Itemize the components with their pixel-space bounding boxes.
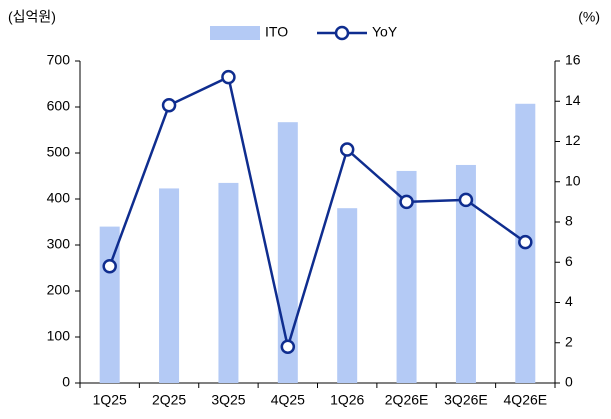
bar (396, 170, 417, 383)
y-tick-label: 500 (47, 144, 71, 160)
y2-tick-label: 16 (565, 52, 581, 68)
y2-tick-label: 10 (565, 172, 581, 188)
x-tick-label: 2Q25 (152, 392, 186, 408)
y2-tick-label: 6 (565, 253, 573, 269)
y2-tick-label: 8 (565, 213, 573, 229)
line (108, 75, 527, 352)
y2-tick-label: 2 (565, 333, 573, 349)
y-tick-label: 100 (47, 328, 71, 344)
x-tick-label: 4Q25 (271, 392, 305, 408)
y2-tick-label: 0 (565, 374, 573, 390)
y-axis-label: (십억원) (8, 9, 56, 25)
line-marker (458, 192, 474, 208)
y-tick-label: 600 (47, 98, 71, 114)
bar (159, 188, 180, 383)
y-tick-label: 400 (47, 190, 71, 206)
bar (455, 164, 476, 383)
x-tick-label: 3Q25 (211, 392, 245, 408)
x-tick-label: 1Q26 (330, 392, 364, 408)
y2-tick-label: 4 (565, 293, 573, 309)
y-tick-label: 300 (47, 236, 71, 252)
y-tick-label: 700 (47, 52, 71, 68)
legend-label: YoY (372, 24, 398, 40)
bar (337, 208, 358, 383)
line-marker (161, 98, 177, 113)
x-tick-label: 3Q26E (444, 392, 488, 408)
line-marker (399, 194, 414, 210)
legend-label: ITO (265, 24, 288, 40)
line-marker (339, 142, 355, 157)
legend-swatch (334, 25, 350, 41)
line-marker (518, 234, 533, 250)
y2-axis-label: (%) (578, 9, 600, 25)
line-marker (102, 259, 117, 274)
line-marker (221, 69, 236, 85)
x-tick-label: 2Q26E (385, 392, 429, 408)
y2-tick-label: 12 (565, 132, 581, 148)
x-tick-label: 4Q26E (504, 392, 548, 408)
line-marker (280, 339, 296, 355)
x-tick-label: 1Q25 (93, 392, 127, 408)
bar (218, 182, 239, 383)
y-tick-label: 200 (47, 282, 71, 298)
legend-swatch (210, 26, 260, 40)
y-tick-label: 0 (62, 374, 70, 390)
y2-tick-label: 14 (565, 92, 581, 108)
bar (277, 122, 298, 384)
